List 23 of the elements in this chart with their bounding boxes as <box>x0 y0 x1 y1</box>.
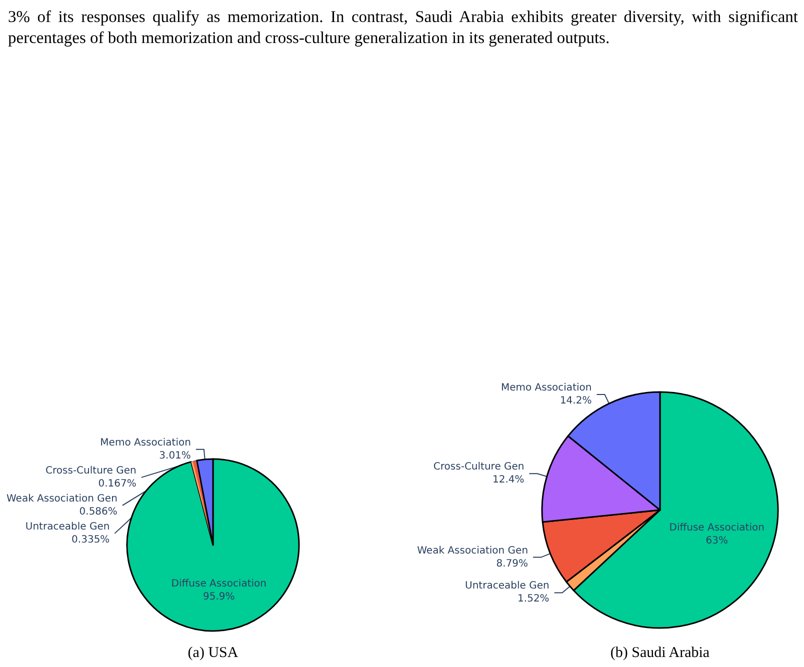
slice-label: Weak Association Gen <box>417 545 528 556</box>
slice-label: Weak Association Gen <box>6 493 118 504</box>
text: (b) Saudi Arabia <box>609 645 711 662</box>
slice-label: Cross-Culture Gen <box>46 465 136 476</box>
text: 3% of its responses qualify as memorization. In contrast, Saudi Arabia exhibits greater diversity, with significant percentages of both memorization and cross-culture generalization in its generated outputs. <box>8 6 798 48</box>
data-label: 14.2% <box>560 396 592 407</box>
data-label: 0.167% <box>98 478 136 490</box>
slice-label: Cross-Culture Gen <box>433 462 524 473</box>
data-label: 95.9% <box>203 592 235 603</box>
data-label: 0.335% <box>72 534 110 546</box>
slice-label: Untraceable Gen <box>465 580 550 592</box>
slice-label: Untraceable Gen <box>25 521 110 532</box>
slice-label: Memo Association <box>100 437 191 448</box>
slice-label: Diffuse Association <box>669 522 764 534</box>
data-label: 0.586% <box>79 506 118 518</box>
data-label: 3.01% <box>159 450 191 462</box>
text: (a) USA <box>186 645 240 662</box>
data-label: 1.52% <box>518 594 550 605</box>
data-label: 8.79% <box>496 558 528 570</box>
slice-label: Memo Association <box>500 382 592 394</box>
data-label: 12.4% <box>492 474 524 486</box>
data-label: 63% <box>706 536 728 547</box>
slice-label: Diffuse Association <box>171 578 266 590</box>
